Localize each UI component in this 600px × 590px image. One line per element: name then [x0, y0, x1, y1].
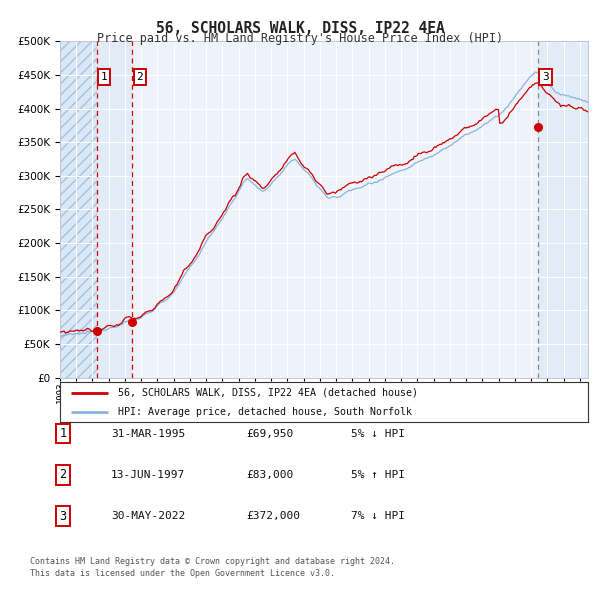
Bar	[60, 41, 97, 378]
Text: 31-MAR-1995: 31-MAR-1995	[111, 429, 185, 438]
Text: 13-JUN-1997: 13-JUN-1997	[111, 470, 185, 480]
Text: 7% ↓ HPI: 7% ↓ HPI	[351, 512, 405, 521]
Text: 30-MAY-2022: 30-MAY-2022	[111, 512, 185, 521]
Text: 3: 3	[59, 510, 67, 523]
Bar	[97, 41, 132, 378]
Bar	[538, 41, 588, 378]
Text: 56, SCHOLARS WALK, DISS, IP22 4EA (detached house): 56, SCHOLARS WALK, DISS, IP22 4EA (detac…	[118, 388, 418, 398]
Text: £69,950: £69,950	[246, 429, 293, 438]
Text: 5% ↓ HPI: 5% ↓ HPI	[351, 429, 405, 438]
Text: This data is licensed under the Open Government Licence v3.0.: This data is licensed under the Open Gov…	[30, 569, 335, 578]
Text: Contains HM Land Registry data © Crown copyright and database right 2024.: Contains HM Land Registry data © Crown c…	[30, 557, 395, 566]
Text: 1: 1	[59, 427, 67, 440]
Text: HPI: Average price, detached house, South Norfolk: HPI: Average price, detached house, Sout…	[118, 407, 412, 417]
Text: 5% ↑ HPI: 5% ↑ HPI	[351, 470, 405, 480]
Text: 1: 1	[101, 72, 107, 82]
Text: 56, SCHOLARS WALK, DISS, IP22 4EA: 56, SCHOLARS WALK, DISS, IP22 4EA	[155, 21, 445, 35]
Text: 3: 3	[542, 72, 549, 82]
Text: £372,000: £372,000	[246, 512, 300, 521]
Text: Price paid vs. HM Land Registry's House Price Index (HPI): Price paid vs. HM Land Registry's House …	[97, 32, 503, 45]
Text: £83,000: £83,000	[246, 470, 293, 480]
Text: 2: 2	[136, 72, 143, 82]
Text: 2: 2	[59, 468, 67, 481]
